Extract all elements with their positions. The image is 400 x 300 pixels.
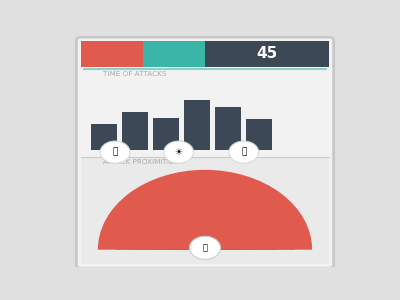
Circle shape <box>100 141 130 163</box>
Bar <box>81 157 329 263</box>
FancyBboxPatch shape <box>76 37 334 268</box>
Bar <box>81 69 329 157</box>
Bar <box>153 118 180 150</box>
Bar <box>122 112 148 150</box>
Bar <box>91 124 118 150</box>
Bar <box>215 107 242 150</box>
Wedge shape <box>98 170 312 250</box>
Circle shape <box>229 141 259 163</box>
Wedge shape <box>152 210 258 250</box>
Text: TIME OF ATTACKS: TIME OF ATTACKS <box>103 71 166 77</box>
Text: 💧: 💧 <box>202 243 208 252</box>
Wedge shape <box>169 223 241 250</box>
Text: 🌙: 🌙 <box>241 148 246 157</box>
Bar <box>184 100 210 150</box>
Bar <box>246 119 272 150</box>
Text: ATTACK PROXIMITIES: ATTACK PROXIMITIES <box>103 159 178 165</box>
Text: 45: 45 <box>256 46 278 62</box>
Text: 🌙: 🌙 <box>112 148 118 157</box>
Bar <box>143 40 205 67</box>
Circle shape <box>190 236 220 260</box>
Text: ☀️: ☀️ <box>174 148 183 157</box>
Circle shape <box>164 141 194 163</box>
Wedge shape <box>185 235 225 250</box>
Bar <box>205 40 329 67</box>
Bar <box>81 40 143 67</box>
Wedge shape <box>116 183 294 250</box>
Wedge shape <box>134 196 276 250</box>
